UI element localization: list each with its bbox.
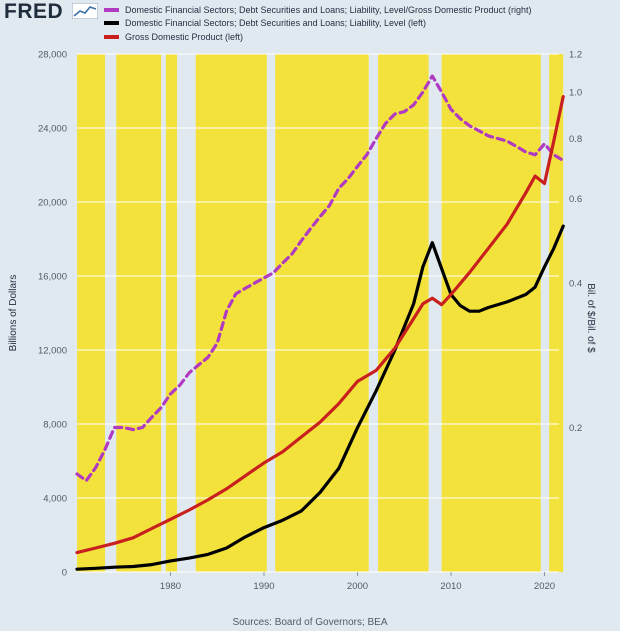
chart-legend: Domestic Financial Sectors; Debt Securit… (104, 3, 532, 44)
y-left-tick-label: 20,000 (38, 198, 67, 209)
legend-swatch (104, 34, 119, 39)
x-tick-label: 2010 (440, 581, 461, 592)
legend-label: Domestic Financial Sectors; Debt Securit… (125, 18, 426, 29)
y-left-tick-label: 28,000 (38, 50, 67, 61)
y-right-tick-label: 0.2 (569, 423, 582, 434)
sources-note: Sources: Board of Governors; BEA (232, 617, 388, 628)
x-tick-label: 2020 (534, 581, 555, 592)
shaded-period (77, 54, 106, 572)
x-tick-label: 1980 (160, 581, 181, 592)
shaded-period (549, 54, 564, 572)
series-lines (75, 74, 565, 571)
y-left-axis-title: Billions of Dollars (8, 275, 19, 352)
y-left-tick-label: 4,000 (43, 494, 67, 505)
y-left-tick-label: 16,000 (38, 272, 67, 283)
y-left-tick-label: 24,000 (38, 124, 67, 135)
y-right-tick-label: 0.8 (569, 134, 582, 145)
legend-swatch (104, 7, 119, 12)
y-left-tick-label: 12,000 (38, 346, 67, 357)
shaded-period (165, 54, 178, 572)
line-chart: 0 4,000 8,000 12,000 16,000 20,000 24,000 28,00… (8, 50, 596, 593)
y-left-tick-label: 0 (62, 568, 67, 579)
series-line-2 (75, 224, 565, 571)
shaded-period (378, 54, 429, 572)
series-line-3 (75, 94, 565, 555)
shaded-period (275, 54, 369, 572)
legend-swatch (104, 21, 119, 26)
y-left-axis: 0 4,000 8,000 12,000 16,000 20,000 24,000 28,00… (38, 50, 67, 579)
legend-item-debt-gdp-ratio: Domestic Financial Sectors; Debt Securit… (104, 3, 532, 17)
fred-chart-icon (72, 3, 98, 19)
x-tick-label: 1990 (253, 581, 274, 592)
shaded-period (195, 54, 267, 572)
x-tick-label: 2000 (347, 581, 368, 592)
gridlines (77, 53, 559, 573)
x-axis: 1980 1990 2000 2010 2020 (160, 572, 555, 592)
y-right-axis-title: Bil. of $/Bil. of $ (585, 283, 596, 353)
y-right-tick-label: 0.4 (569, 279, 582, 290)
y-right-axis: 0.2 0.4 0.6 0.8 1.0 1.2 (569, 50, 582, 435)
shaded-period (116, 54, 162, 572)
y-right-tick-label: 1.2 (569, 50, 582, 61)
shaded-period (441, 54, 541, 572)
series-line-1 (75, 74, 565, 483)
y-left-tick-label: 8,000 (43, 420, 67, 431)
y-right-tick-label: 1.0 (569, 88, 582, 99)
y-right-tick-label: 0.6 (569, 194, 582, 205)
legend-label: Domestic Financial Sectors; Debt Securit… (125, 4, 532, 15)
legend-item-financial-debt: Domestic Financial Sectors; Debt Securit… (104, 17, 532, 31)
fred-logo: FRED (4, 0, 64, 23)
legend-label: Gross Domestic Product (left) (125, 31, 244, 42)
legend-item-gdp: Gross Domestic Product (left) (104, 30, 532, 44)
